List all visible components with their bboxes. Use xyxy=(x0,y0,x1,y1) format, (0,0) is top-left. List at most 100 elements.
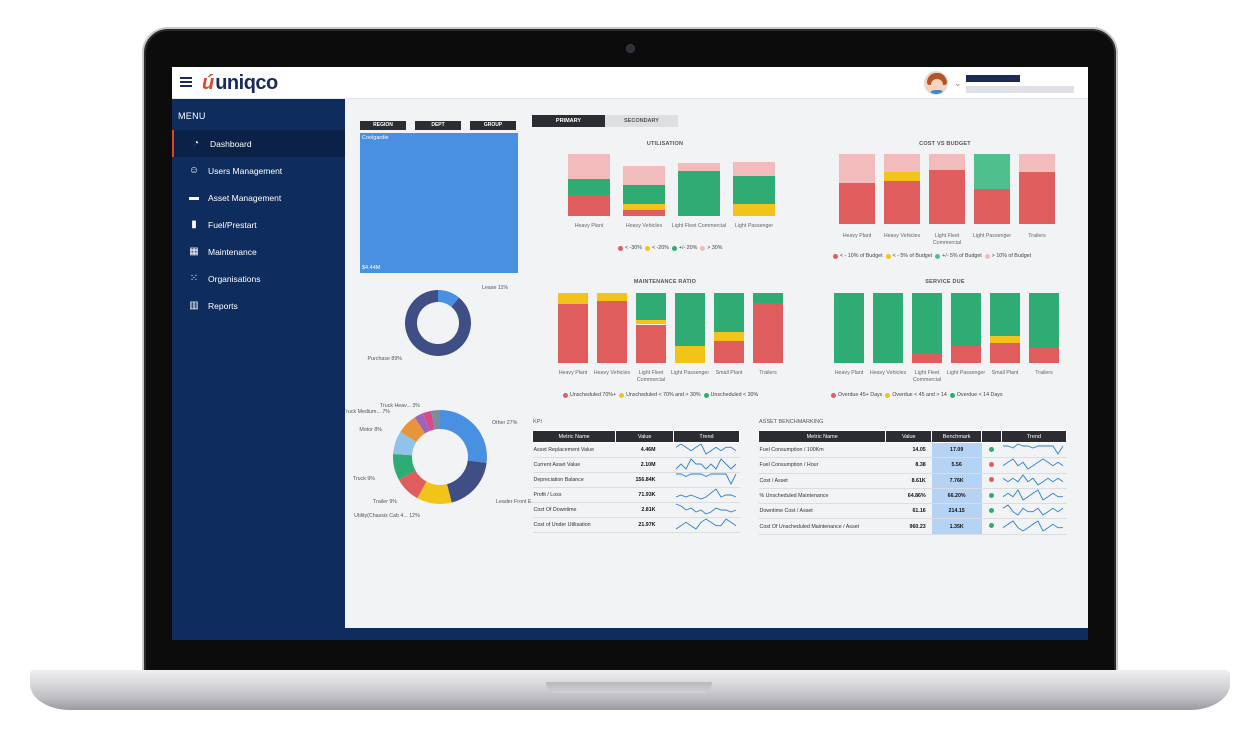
bar-segment[interactable] xyxy=(623,209,665,216)
app-logo[interactable]: ú uniqco xyxy=(202,72,278,94)
bar-segment[interactable] xyxy=(1029,293,1059,348)
bar-segment[interactable] xyxy=(912,353,942,363)
bar-segment[interactable] xyxy=(1029,347,1059,363)
bar-segment[interactable] xyxy=(951,345,981,363)
bar-segment[interactable] xyxy=(623,185,665,204)
category-label: Light Fleet Commercial xyxy=(912,370,942,383)
metric-name: Cost of Under Utilisation xyxy=(532,517,616,533)
table-row[interactable]: Cost / Asset 8.61K 7.76K xyxy=(758,473,1067,489)
sidebar-item-reports[interactable]: ▥ Reports xyxy=(172,292,345,319)
bar-segment[interactable] xyxy=(636,319,666,325)
table-row[interactable]: Fuel Consumption / 100Km 14.05 17.09 xyxy=(758,442,1067,459)
tab-primary[interactable]: PRIMARY xyxy=(532,115,605,127)
bar-segment[interactable] xyxy=(834,293,864,363)
sidebar-item-users-management[interactable]: ☺ Users Management xyxy=(172,157,345,184)
asset-type-donut: Other 27% Leader Front E... 19% Utility(Ch… xyxy=(345,403,535,519)
user-avatar[interactable] xyxy=(924,71,948,95)
bar-segment[interactable] xyxy=(733,162,775,176)
sidebar-item-fuel-prestart[interactable]: ▮ Fuel/Prestart xyxy=(172,211,345,238)
bar-segment[interactable] xyxy=(568,179,610,195)
bar-segment[interactable] xyxy=(990,293,1020,337)
bar-segment[interactable] xyxy=(675,345,705,363)
legend-swatch xyxy=(671,245,677,251)
table-row[interactable]: Asset Replacement Value 4.46M xyxy=(532,442,740,458)
bar-segment[interactable] xyxy=(839,182,875,224)
sidebar-item-organisations[interactable]: ⁙ Organisations xyxy=(172,265,345,292)
table-row[interactable]: Depreciation Balance 156.84K xyxy=(532,472,740,488)
bar-segment[interactable] xyxy=(951,293,981,346)
bar-segment[interactable] xyxy=(733,203,775,216)
hamburger-menu-icon[interactable] xyxy=(180,77,192,87)
bar-segment[interactable] xyxy=(884,180,920,224)
dept-filter-button[interactable]: DEPT xyxy=(415,121,461,130)
table-row[interactable]: Downtime Cost / Asset 61.16 214.15 xyxy=(758,503,1067,520)
legend-swatch xyxy=(885,253,891,259)
bar-segment[interactable] xyxy=(873,293,903,363)
bar-segment[interactable] xyxy=(1019,171,1055,224)
sidebar-item-maintenance[interactable]: ▦ Maintenance xyxy=(172,238,345,265)
bar-segment[interactable] xyxy=(714,293,744,333)
donut-slice[interactable] xyxy=(400,417,425,442)
region-filter-button[interactable]: REGION xyxy=(360,121,406,130)
donut-slice[interactable] xyxy=(405,290,471,356)
bar-segment[interactable] xyxy=(678,171,720,216)
donut-slice[interactable] xyxy=(438,290,460,307)
table-row[interactable]: Current Asset Value 2.10M xyxy=(532,457,740,473)
bar-segment[interactable] xyxy=(974,189,1010,224)
donut-slice[interactable] xyxy=(431,410,440,430)
table-row[interactable]: Cost of Under Utilisation 21.97K xyxy=(532,517,740,533)
kpi-table: Metric Name Value Trend Asset Replacemen… xyxy=(531,430,740,533)
bar-segment[interactable] xyxy=(929,170,965,224)
trend-cell xyxy=(1001,442,1067,459)
slice-label: Other 27% xyxy=(492,420,518,426)
bar-segment[interactable] xyxy=(678,163,720,172)
bar-segment[interactable] xyxy=(884,154,920,173)
bar-segment[interactable] xyxy=(929,154,965,171)
bar-segment[interactable] xyxy=(884,172,920,181)
region-treemap[interactable]: Coolgardie $4.44M xyxy=(360,133,518,273)
bar-segment[interactable] xyxy=(636,324,666,363)
bar-segment[interactable] xyxy=(675,293,705,346)
sidebar-item-asset-management[interactable]: ▬ Asset Management xyxy=(172,184,345,211)
bar-segment[interactable] xyxy=(1019,154,1055,172)
table-row[interactable]: % Unscheduled Maintenance 64.86% 66.20% xyxy=(758,488,1067,505)
table-row[interactable]: Cost Of Unscheduled Maintenance / Asset 9… xyxy=(758,518,1067,535)
bar-segment[interactable] xyxy=(597,293,627,302)
bar-segment[interactable] xyxy=(753,302,783,363)
table-row[interactable]: Cost Of Downtime 2.81K xyxy=(532,502,740,518)
donut-slice[interactable] xyxy=(417,481,452,504)
bar-segment[interactable] xyxy=(714,340,744,363)
donut-slice[interactable] xyxy=(440,410,487,463)
bar-segment[interactable] xyxy=(558,293,588,304)
bar-segment[interactable] xyxy=(636,293,666,320)
bar-segment[interactable] xyxy=(753,293,783,303)
metric-value: 960.23 xyxy=(885,518,932,535)
legend-label: > 10% of Budget xyxy=(991,253,1032,259)
chevron-down-icon[interactable]: ⌄ xyxy=(954,78,962,88)
group-filter-button[interactable]: GROUP xyxy=(470,121,516,130)
bar-segment[interactable] xyxy=(623,166,665,185)
tab-secondary[interactable]: SECONDARY xyxy=(605,115,678,127)
bar-segment[interactable] xyxy=(839,154,875,183)
bar-segment[interactable] xyxy=(597,301,627,363)
table-row[interactable]: Fuel Consumption / Hour 8.38 5.56 xyxy=(758,457,1067,474)
bar-segment[interactable] xyxy=(974,154,1010,189)
bm-header-value: Value xyxy=(885,430,933,443)
bar-segment[interactable] xyxy=(568,194,610,216)
bar-segment[interactable] xyxy=(714,332,744,341)
bar-segment[interactable] xyxy=(990,343,1020,363)
donut-slice[interactable] xyxy=(414,413,430,434)
bar-segment[interactable] xyxy=(733,175,775,204)
donut-slice[interactable] xyxy=(446,460,487,503)
donut-slice[interactable] xyxy=(398,470,427,499)
bar-segment[interactable] xyxy=(558,303,588,363)
donut-slice[interactable] xyxy=(422,410,435,431)
donut-slice[interactable] xyxy=(393,431,417,456)
bar-segment[interactable] xyxy=(568,154,610,180)
bar-segment[interactable] xyxy=(623,203,665,210)
table-row[interactable]: Profit / Loss 71.93K xyxy=(532,487,740,503)
donut-slice[interactable] xyxy=(393,454,416,480)
bar-segment[interactable] xyxy=(990,336,1020,344)
sidebar-item-dashboard[interactable]: ◔ Dashboard xyxy=(172,130,345,157)
bar-segment[interactable] xyxy=(912,293,942,354)
